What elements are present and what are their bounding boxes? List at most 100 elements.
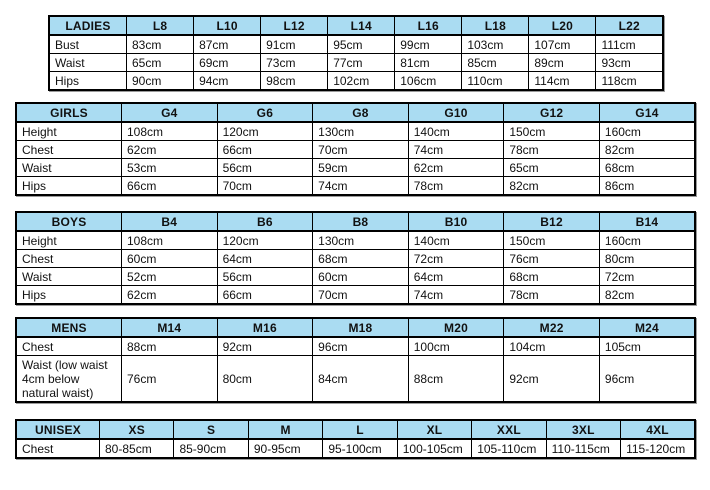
table-row: Bust 83cm 87cm 91cm 95cm 99cm 103cm 107cm 111cm [48, 34, 664, 54]
unisex-size-header: XS [98, 419, 175, 440]
measurement-label: Hips [15, 285, 122, 305]
size-value: 80cm [216, 355, 314, 403]
size-value: 74cm [312, 176, 409, 196]
table-row: Height 108cm 120cm 130cm 140cm 150cm 160cm [15, 230, 696, 250]
size-value: 64cm [407, 267, 505, 286]
table-row: Chest 60cm 64cm 68cm 72cm 76cm 80cm [15, 249, 696, 268]
unisex-size-header: XXL [471, 419, 547, 440]
size-value: 80cm [598, 249, 696, 268]
girls-size-header: G6 [216, 102, 314, 123]
mens-size-header: M16 [216, 317, 314, 338]
ladies-size-header: L8 [125, 15, 195, 36]
measurement-label: Chest [15, 249, 122, 268]
unisex-header-row: UNISEX XS S M L XL XXL 3XL 4XL [15, 419, 696, 440]
ladies-header-row: LADIES L8 L10 L12 L14 L16 L18 L20 L22 [48, 15, 664, 36]
size-value: 78cm [503, 285, 600, 305]
measurement-label: Hips [48, 71, 127, 91]
size-value: 66cm [216, 285, 314, 305]
size-value: 110-115cm [545, 438, 622, 459]
mens-size-header: M24 [598, 317, 696, 338]
unisex-size-header: XL [396, 419, 473, 440]
unisex-size-header: M [247, 419, 324, 440]
mens-size-header: M20 [407, 317, 505, 338]
size-value: 160cm [598, 121, 696, 141]
ladies-size-header: L18 [461, 15, 530, 36]
size-value: 62cm [407, 158, 505, 177]
size-value: 140cm [407, 230, 505, 250]
mens-size-header: M18 [312, 317, 409, 338]
measurement-label: Chest [15, 336, 122, 356]
size-value: 106cm [394, 71, 463, 91]
measurement-label: Chest [15, 140, 122, 159]
size-value: 102cm [327, 71, 396, 91]
size-value: 68cm [503, 267, 600, 286]
size-value: 89cm [528, 53, 597, 72]
size-value: 66cm [121, 176, 218, 196]
size-value: 120cm [216, 121, 314, 141]
size-value: 82cm [598, 285, 696, 305]
size-value: 72cm [598, 267, 696, 286]
unisex-title-cell: UNISEX [15, 419, 100, 440]
boys-size-table: BOYS B4 B6 B8 B10 B12 B14 Height 108cm 120cm 130cm… [15, 211, 696, 305]
girls-header-row: GIRLS G4 G6 G8 G10 G12 G14 [15, 102, 696, 123]
size-guide-page: LADIES L8 L10 L12 L14 L16 L18 L20 L22 Bust 83cm 87c… [0, 15, 710, 490]
table-row: Hips 90cm 94cm 98cm 102cm 106cm 110cm 114cm 118c… [48, 71, 664, 91]
size-value: 80-85cm [98, 438, 175, 459]
size-value: 70cm [216, 176, 314, 196]
girls-title-cell: GIRLS [15, 102, 122, 123]
ladies-size-table: LADIES L8 L10 L12 L14 L16 L18 L20 L22 Bust 83cm 87c… [48, 15, 664, 91]
boys-size-header: B8 [312, 211, 409, 232]
table-row: Hips 66cm 70cm 74cm 78cm 82cm 86cm [15, 176, 696, 196]
size-value: 100-105cm [396, 438, 473, 459]
size-value: 85-90cm [173, 438, 249, 459]
ladies-size-header: L22 [595, 15, 664, 36]
size-value: 62cm [121, 285, 218, 305]
size-value: 98cm [260, 71, 329, 91]
size-value: 85cm [461, 53, 530, 72]
size-value: 93cm [595, 53, 664, 72]
size-value: 70cm [312, 285, 409, 305]
boys-size-header: B14 [598, 211, 696, 232]
size-value: 90-95cm [247, 438, 324, 459]
size-value: 94cm [193, 71, 262, 91]
size-value: 150cm [503, 230, 600, 250]
girls-size-header: G4 [121, 102, 218, 123]
size-value: 72cm [407, 249, 505, 268]
mens-size-table: MENS M14 M16 M18 M20 M22 M24 Chest 88cm 92cm 96cm 1… [15, 317, 696, 403]
size-value: 62cm [121, 140, 218, 159]
size-value: 78cm [503, 140, 600, 159]
size-value: 78cm [407, 176, 505, 196]
size-value: 92cm [503, 355, 600, 403]
boys-size-header: B10 [407, 211, 505, 232]
measurement-label: Bust [48, 34, 127, 54]
size-value: 74cm [407, 140, 505, 159]
girls-size-header: G10 [407, 102, 505, 123]
size-value: 118cm [595, 71, 664, 91]
table-row: Chest 80-85cm 85-90cm 90-95cm 95-100cm 100-10… [15, 438, 696, 459]
size-value: 90cm [125, 71, 195, 91]
girls-size-header: G12 [503, 102, 600, 123]
size-value: 108cm [121, 121, 218, 141]
size-value: 69cm [193, 53, 262, 72]
table-row: Waist 52cm 56cm 60cm 64cm 68cm 72cm [15, 267, 696, 286]
size-value: 70cm [312, 140, 409, 159]
boys-header-row: BOYS B4 B6 B8 B10 B12 B14 [15, 211, 696, 232]
mens-title-cell: MENS [15, 317, 122, 338]
size-value: 100cm [407, 336, 505, 356]
size-value: 77cm [327, 53, 396, 72]
size-value: 74cm [407, 285, 505, 305]
size-value: 99cm [394, 34, 463, 54]
ladies-size-header: L20 [528, 15, 597, 36]
size-value: 92cm [216, 336, 314, 356]
size-value: 73cm [260, 53, 329, 72]
mens-size-header: M14 [121, 317, 218, 338]
unisex-size-header: 4XL [620, 419, 696, 440]
size-value: 130cm [312, 121, 409, 141]
table-row: Chest 62cm 66cm 70cm 74cm 78cm 82cm [15, 140, 696, 159]
table-row: Waist 53cm 56cm 59cm 62cm 65cm 68cm [15, 158, 696, 177]
size-value: 76cm [121, 355, 218, 403]
ladies-size-header: L16 [394, 15, 463, 36]
size-value: 88cm [121, 336, 218, 356]
ladies-title-cell: LADIES [48, 15, 127, 36]
boys-size-header: B12 [503, 211, 600, 232]
